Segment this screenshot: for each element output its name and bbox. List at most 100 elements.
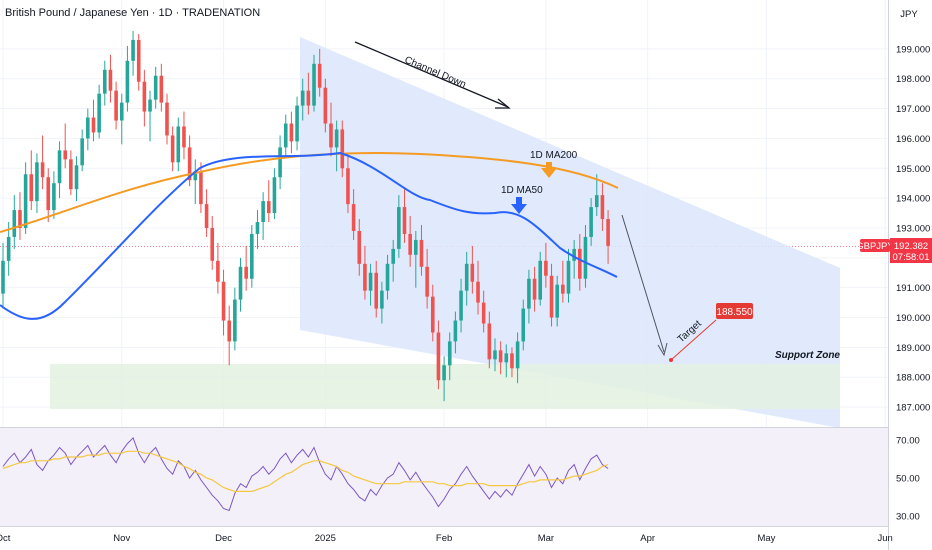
candle xyxy=(108,54,113,103)
support-label: Support Zone xyxy=(775,350,840,361)
candle xyxy=(159,63,164,112)
candle-body xyxy=(199,171,203,205)
price-axis[interactable] xyxy=(888,0,932,550)
candle-body xyxy=(578,248,582,279)
candle-body xyxy=(521,308,526,342)
price-tick-label: 190.000 xyxy=(896,313,930,324)
candle xyxy=(561,260,565,303)
candle xyxy=(272,168,277,220)
candle xyxy=(351,189,356,240)
candle-body xyxy=(606,219,610,246)
candle xyxy=(527,269,531,324)
candle xyxy=(583,225,588,288)
time-tick-label: 2025 xyxy=(315,533,336,544)
time-axis-labels[interactable]: Oct Nov Dec 2025 Feb Mar Apr May Jun xyxy=(0,533,893,544)
candle-body xyxy=(346,168,350,205)
candle xyxy=(91,99,96,142)
candle xyxy=(374,260,379,318)
candle xyxy=(255,210,260,249)
candle-body xyxy=(385,263,390,291)
candle-body xyxy=(6,236,11,261)
candle-body xyxy=(340,129,345,169)
price-tick-label: 196.000 xyxy=(896,134,930,145)
candle-body xyxy=(69,159,73,190)
candle xyxy=(131,30,135,76)
candle xyxy=(102,60,107,106)
candle-body xyxy=(334,129,339,148)
candle-body xyxy=(221,281,226,321)
candle-body xyxy=(481,302,486,324)
price-tick-label: 198.000 xyxy=(896,74,930,85)
time-tick-label: Apr xyxy=(640,533,655,544)
candle xyxy=(510,347,514,378)
candle xyxy=(317,48,322,97)
candle xyxy=(538,251,543,306)
candle-body xyxy=(250,233,254,279)
candle xyxy=(589,198,593,246)
candle xyxy=(29,150,34,211)
candle-body xyxy=(498,350,503,363)
candle-body xyxy=(510,353,514,369)
candle-body xyxy=(233,299,237,342)
price-tick-label: 187.000 xyxy=(896,403,930,414)
rsi-tick-label: 50.00 xyxy=(896,474,920,485)
candle xyxy=(148,90,152,142)
candle-body xyxy=(283,123,288,148)
candle-body xyxy=(295,105,299,142)
candle xyxy=(419,225,424,276)
candle-body xyxy=(165,102,169,136)
candle-body xyxy=(57,150,62,184)
candle xyxy=(170,126,175,172)
candle-body xyxy=(91,117,96,133)
candle xyxy=(391,239,395,282)
candle-body xyxy=(527,278,531,309)
price-tick-label: 188.000 xyxy=(896,373,930,384)
candle-body xyxy=(46,177,51,211)
candle-body xyxy=(12,210,17,237)
ma50-label: 1D MA50 xyxy=(501,185,543,196)
candle-body xyxy=(493,350,497,360)
time-tick-label: Feb xyxy=(436,533,452,544)
candle-body xyxy=(532,278,537,300)
candle xyxy=(1,242,5,309)
candle-body xyxy=(74,165,79,190)
candle xyxy=(515,332,520,384)
candle xyxy=(12,195,17,249)
candle-body xyxy=(453,320,458,342)
candle xyxy=(244,245,248,291)
candle xyxy=(176,117,181,172)
candle-body xyxy=(351,204,356,231)
time-tick-label: Oct xyxy=(0,533,11,544)
candle xyxy=(453,311,458,354)
candle xyxy=(97,84,101,139)
candle-body xyxy=(589,207,593,237)
candle-body xyxy=(29,174,34,202)
candle-body xyxy=(464,263,469,291)
candle xyxy=(193,159,198,205)
candle-body xyxy=(425,266,429,297)
candle-body xyxy=(23,174,28,228)
candle xyxy=(385,254,390,300)
projection-arrow-head xyxy=(657,342,668,357)
candle xyxy=(136,33,141,91)
candle xyxy=(447,332,452,381)
rsi-tick-label: 30.00 xyxy=(896,512,920,523)
ma50-line xyxy=(0,151,618,320)
candle-body xyxy=(289,123,294,142)
price-tick-label: 199.000 xyxy=(896,44,930,55)
candle-body xyxy=(594,195,599,208)
candle xyxy=(402,189,407,243)
price-tick-label: 197.000 xyxy=(896,104,930,115)
candle xyxy=(46,168,51,223)
candle-body xyxy=(193,171,198,181)
candle-body xyxy=(86,117,90,139)
candle-body xyxy=(436,332,441,381)
candle-body xyxy=(148,99,152,112)
candle-body xyxy=(538,260,543,300)
candle xyxy=(74,156,79,202)
candle xyxy=(532,266,537,312)
candle xyxy=(414,230,418,288)
candle-body xyxy=(459,290,463,321)
candle-body xyxy=(153,75,158,100)
candle xyxy=(334,120,339,172)
